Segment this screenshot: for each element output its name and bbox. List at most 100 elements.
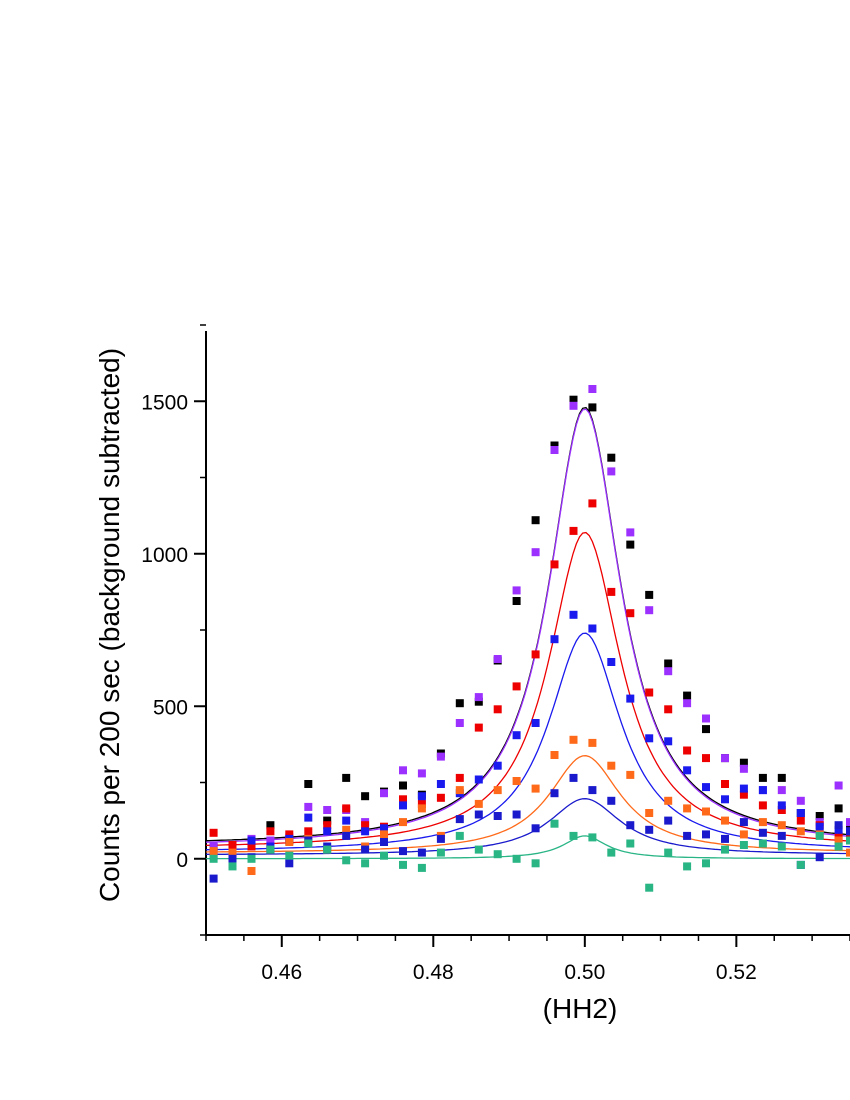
data-point-purple <box>834 781 843 790</box>
data-point-navy <box>739 818 748 827</box>
data-point-green <box>361 859 370 868</box>
data-point-purple <box>380 789 388 798</box>
data-point-orange <box>607 761 616 770</box>
data-point-red <box>304 827 313 836</box>
data-point-green <box>455 831 464 840</box>
data-point-navy <box>399 847 407 856</box>
data-point-orange <box>664 796 673 805</box>
data-point-red <box>588 499 597 508</box>
data-point-purple <box>474 693 483 702</box>
data-point-red <box>436 793 445 802</box>
data-point-orange <box>455 786 464 795</box>
data-point-orange <box>834 836 843 845</box>
data-point-green <box>834 842 843 851</box>
data-point-green <box>569 831 578 840</box>
data-point-green <box>531 859 540 868</box>
data-point-orange <box>474 799 483 808</box>
data-point-blue <box>493 761 502 770</box>
data-point-navy <box>342 831 351 840</box>
data-point-blue <box>815 822 824 831</box>
x-tick-label: 0.46 <box>261 961 302 984</box>
data-point-orange <box>417 804 426 813</box>
data-point-red <box>247 842 256 851</box>
data-point-purple <box>266 836 275 845</box>
data-point-red <box>739 790 748 799</box>
data-point-orange <box>588 738 597 747</box>
data-point-green <box>493 850 502 859</box>
data-point-navy <box>285 859 294 868</box>
data-point-red <box>550 560 559 569</box>
fit-curve-red <box>206 531 850 847</box>
data-point-purple <box>777 786 786 795</box>
data-point-navy <box>228 854 237 863</box>
data-point-purple <box>417 769 426 778</box>
y-tick-label: 1000 <box>141 544 188 567</box>
data-point-blue <box>399 801 407 810</box>
data-point-blue <box>607 658 616 666</box>
data-point-navy <box>588 786 597 795</box>
data-point-orange <box>569 735 578 744</box>
data-point-red <box>702 754 710 763</box>
data-point-navy <box>417 848 426 857</box>
data-point-blue <box>702 783 710 792</box>
data-point-purple <box>569 401 578 410</box>
axis-ticks: 0.46 0.48 0.50 0.52 0 500 1000 1500 <box>141 324 850 984</box>
data-point-orange <box>493 786 502 795</box>
data-point-purple <box>304 802 313 811</box>
data-point-green <box>380 851 388 860</box>
data-point-green <box>228 862 237 871</box>
data-point-black <box>626 540 635 549</box>
data-point-green <box>247 854 256 863</box>
data-point-blue <box>436 780 445 788</box>
data-point-navy <box>664 816 673 825</box>
data-point-green <box>399 860 407 869</box>
data-point-purple <box>436 752 445 761</box>
data-point-red <box>834 831 843 840</box>
data-point-navy <box>683 831 692 840</box>
data-point-navy <box>550 789 559 798</box>
data-point-black <box>664 659 673 668</box>
data-point-red <box>323 821 332 830</box>
data-point-navy <box>493 812 502 820</box>
data-point-blue <box>417 792 426 801</box>
data-point-black <box>474 697 483 706</box>
data-point-red <box>721 780 729 788</box>
data-point-red <box>342 804 351 813</box>
data-point-purple <box>550 446 559 454</box>
data-point-purple <box>645 606 654 615</box>
data-point-green <box>664 848 673 857</box>
data-point-red <box>777 806 786 814</box>
data-point-green <box>474 845 483 854</box>
data-point-red <box>531 650 540 659</box>
data-point-purple <box>626 528 635 537</box>
data-point-green <box>436 848 445 857</box>
data-point-orange <box>228 848 237 857</box>
data-point-navy <box>380 838 388 846</box>
data-point-blue <box>834 825 843 834</box>
data-point-black <box>777 773 786 782</box>
data-point-orange <box>626 770 635 779</box>
data-point-green <box>758 839 767 848</box>
data-points <box>209 385 850 892</box>
data-point-black <box>399 781 407 790</box>
data-point-navy <box>645 825 654 834</box>
data-point-black <box>512 597 521 605</box>
data-point-red <box>683 746 692 755</box>
data-point-blue <box>796 809 805 817</box>
data-point-orange <box>512 777 521 785</box>
data-point-black <box>266 821 275 830</box>
data-point-navy <box>721 834 729 843</box>
data-point-green <box>626 839 635 848</box>
data-point-red <box>266 827 275 836</box>
fit-curve-black <box>206 406 850 842</box>
data-point-orange <box>550 751 559 759</box>
data-point-blue <box>758 786 767 795</box>
data-point-navy <box>455 815 464 824</box>
data-point-purple <box>531 548 540 557</box>
data-point-blue <box>645 734 654 743</box>
data-point-blue <box>342 816 351 825</box>
data-point-red <box>455 773 464 782</box>
x-tick-label: 0.50 <box>564 961 605 984</box>
data-point-blue <box>721 795 729 804</box>
